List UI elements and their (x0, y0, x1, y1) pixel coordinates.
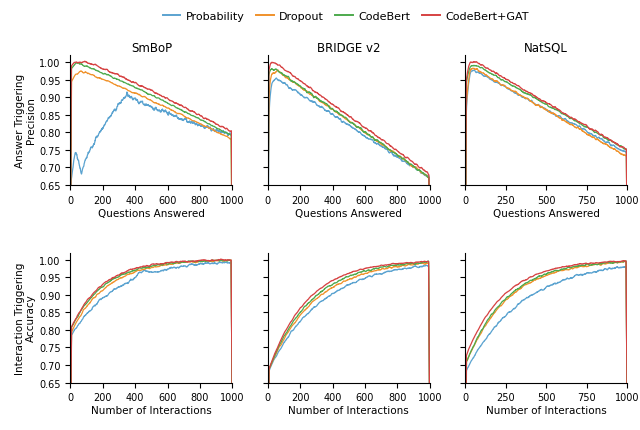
X-axis label: Questions Answered: Questions Answered (493, 208, 600, 218)
X-axis label: Number of Interactions: Number of Interactions (289, 405, 409, 415)
X-axis label: Number of Interactions: Number of Interactions (91, 405, 212, 415)
Title: NatSQL: NatSQL (524, 42, 568, 55)
Title: BRIDGE v2: BRIDGE v2 (317, 42, 381, 55)
Legend: Probability, Dropout, CodeBert, CodeBert+GAT: Probability, Dropout, CodeBert, CodeBert… (158, 8, 533, 27)
Y-axis label: Answer Triggering
Precision: Answer Triggering Precision (15, 74, 36, 168)
X-axis label: Questions Answered: Questions Answered (98, 208, 205, 218)
X-axis label: Questions Answered: Questions Answered (296, 208, 402, 218)
Title: SmBoP: SmBoP (131, 42, 172, 55)
Y-axis label: Interaction Triggering
Accuracy: Interaction Triggering Accuracy (15, 262, 36, 374)
X-axis label: Number of Interactions: Number of Interactions (486, 405, 607, 415)
